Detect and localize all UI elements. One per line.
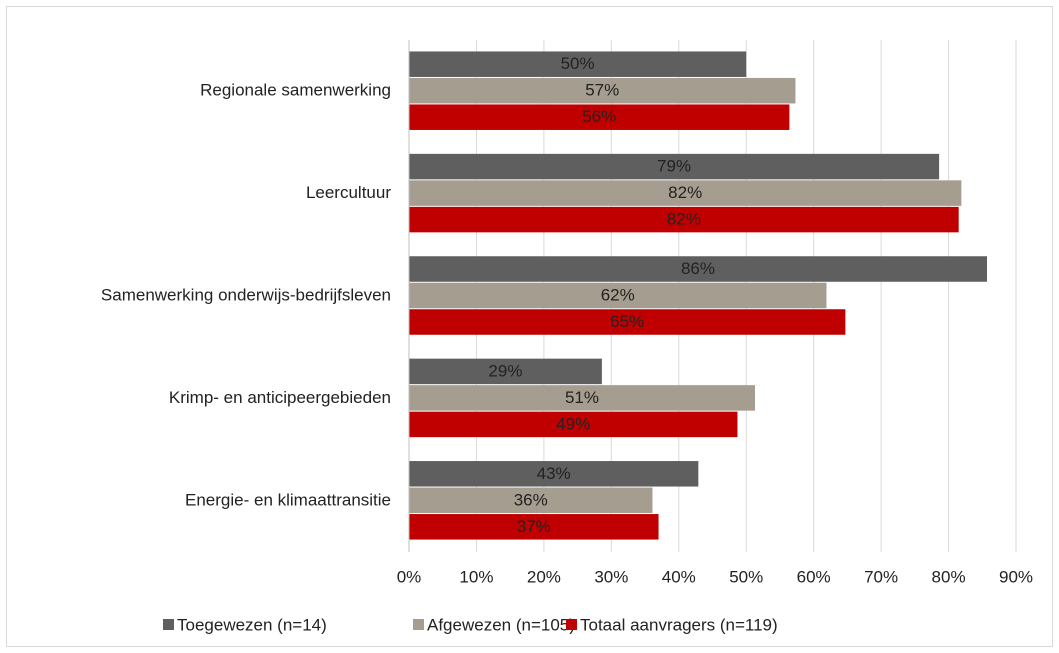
legend-label: Totaal aanvragers (n=119) [580,615,778,634]
bar [409,282,827,309]
legend-swatch [413,619,424,630]
legend-label: Toegewezen (n=14) [177,615,327,634]
bar [409,411,738,438]
bar [409,461,699,487]
y-tick-label: Leercultuur [306,183,391,202]
bar [409,77,796,104]
y-tick-label: Krimp- en anticipeergebieden [169,388,391,407]
x-tick-label: 40% [662,567,696,586]
legend-swatch [163,619,174,630]
legend-swatch [566,619,577,630]
data-label: 36% [514,490,548,509]
data-label: 51% [565,388,599,407]
x-tick-label: 70% [864,567,898,586]
data-label: 62% [601,285,635,304]
x-tick-label: 60% [797,567,831,586]
y-tick-label: Regionale samenwerking [200,81,391,100]
data-label: 82% [667,210,701,229]
data-label: 43% [537,464,571,483]
bar [409,309,846,335]
y-tick-label: Samenwerking onderwijs-bedrijfsleven [101,285,391,304]
data-label: 56% [582,107,616,126]
data-label: 49% [556,414,590,433]
x-tick-label: 10% [459,567,493,586]
x-tick-label: 20% [527,567,561,586]
bar [409,256,987,282]
bar [409,104,790,130]
data-label: 82% [668,183,702,202]
bar [409,206,959,233]
x-tick-label: 90% [999,567,1033,586]
data-label: 37% [517,517,551,536]
bar [409,180,962,206]
data-label: 57% [585,81,619,100]
data-label: 29% [488,361,522,380]
data-label: 50% [561,54,595,73]
data-label: 65% [610,312,644,331]
legend-label: Afgewezen (n=105) [427,615,575,634]
y-tick-label: Energie- en klimaattransitie [185,490,391,509]
bar [409,385,755,411]
x-tick-label: 50% [729,567,763,586]
bar [409,358,602,385]
bar [409,153,940,180]
bar [409,514,659,540]
data-label: 86% [681,259,715,278]
bar [409,51,747,77]
bar [409,487,653,514]
x-tick-label: 0% [397,567,422,586]
x-tick-label: 80% [932,567,966,586]
data-label: 79% [657,157,691,176]
x-tick-label: 30% [594,567,628,586]
